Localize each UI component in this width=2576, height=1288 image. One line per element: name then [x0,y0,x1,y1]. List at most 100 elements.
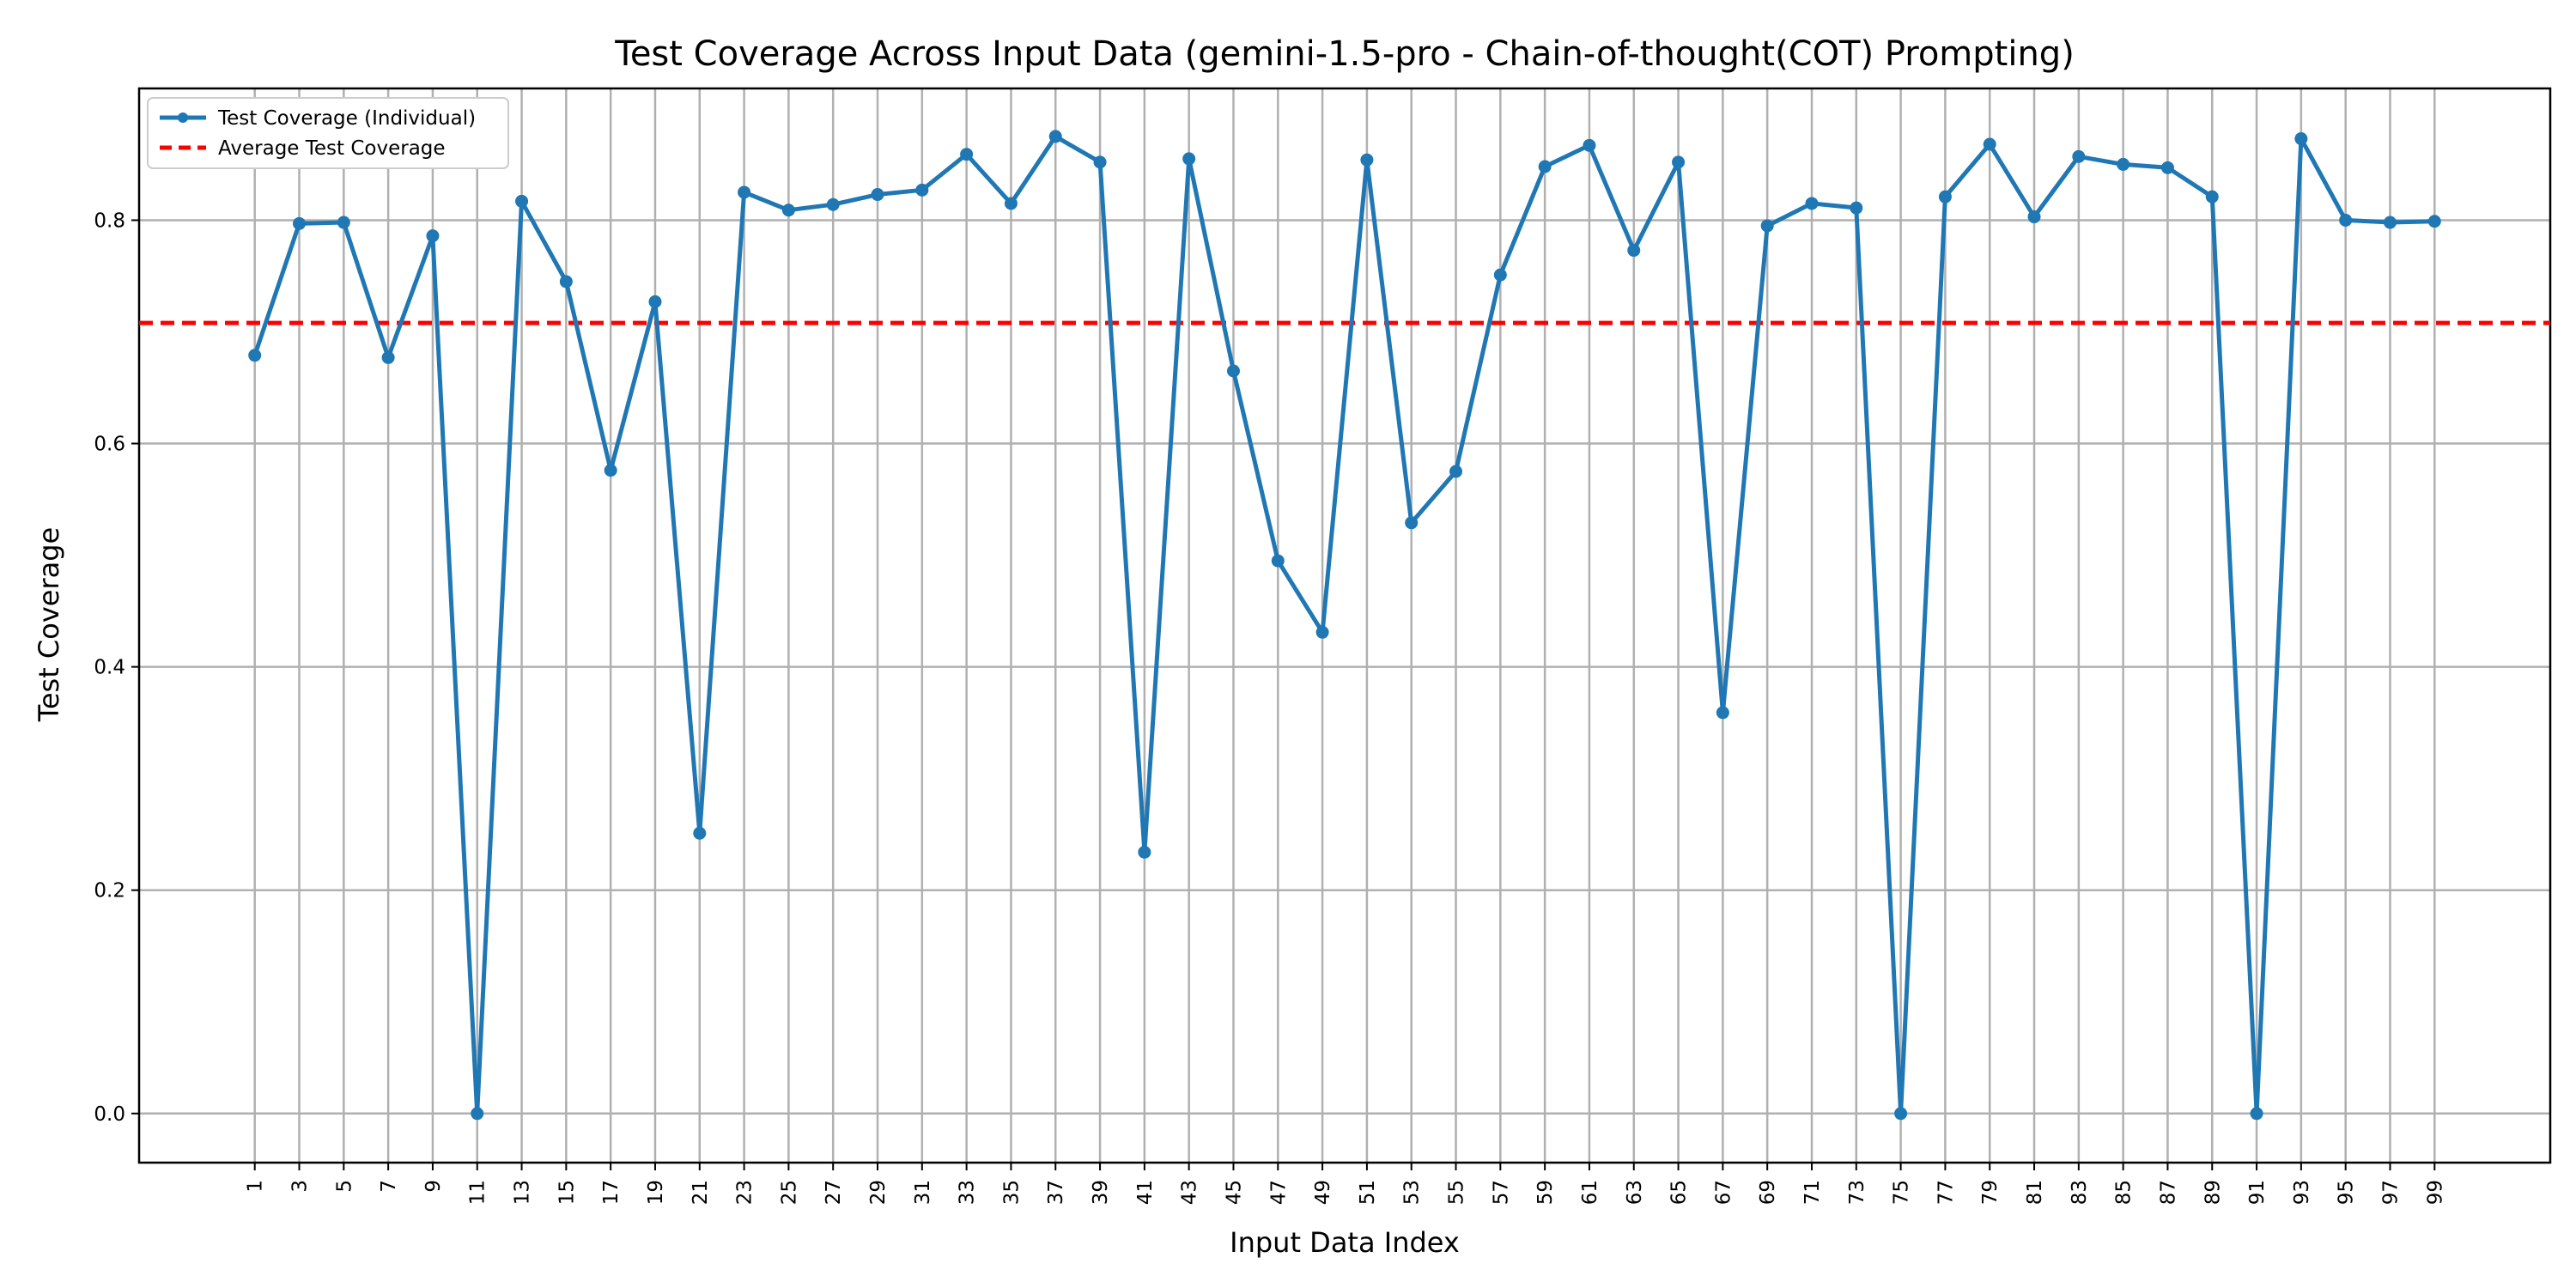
y-tick-label: 0.0 [94,1103,125,1126]
x-tick-label: 3 [289,1180,312,1193]
y-axis-label: Test Coverage [33,527,65,723]
data-point [1760,219,1774,233]
x-tick-label: 39 [1090,1180,1112,1205]
plot-frame [137,87,2552,1164]
data-point [1315,625,1329,639]
legend-box [147,97,509,169]
data-point [1938,190,1952,204]
x-tick-label: 95 [2336,1180,2358,1205]
data-point [1627,244,1641,258]
x-tick-label: 79 [1979,1180,2002,1205]
x-tick-label: 45 [1223,1180,1245,1205]
chart-title: Test Coverage Across Input Data (gemini-… [614,34,2075,74]
x-tick-label: 19 [645,1180,667,1205]
data-point [1226,364,1240,378]
x-tick-label: 25 [778,1180,800,1205]
x-tick-label: 69 [1757,1180,1779,1205]
data-point [2339,213,2353,227]
data-point [1093,155,1107,169]
data-point [2427,215,2441,228]
x-tick-label: 1 [245,1180,267,1193]
data-point [2117,157,2130,171]
x-tick-label: 17 [600,1180,623,1205]
x-tick-label: 57 [1490,1180,1512,1205]
x-tick-label: 37 [1045,1180,1067,1205]
data-point [871,188,884,202]
legend: Test Coverage (Individual) Average Test … [147,97,509,169]
x-tick-label: 85 [2113,1180,2136,1205]
data-point [2205,190,2219,204]
x-tick-label: 67 [1712,1180,1735,1205]
x-tick-label: 65 [1668,1180,1691,1205]
data-point [604,464,617,477]
data-point [1805,197,1819,210]
x-tick-label: 11 [467,1180,489,1205]
x-tick-label: 75 [1891,1180,1913,1205]
x-tick-label: 41 [1134,1180,1157,1205]
x-tick-label: 53 [1401,1180,1424,1205]
data-point [1138,845,1151,859]
x-tick-label: 31 [912,1180,934,1205]
data-point [1894,1107,1908,1121]
x-tick-label: 63 [1624,1180,1646,1205]
data-point [915,183,929,197]
x-tick-label: 71 [1801,1180,1824,1205]
x-tick-label: 61 [1579,1180,1601,1205]
data-point [337,216,350,229]
data-point [2072,149,2086,163]
y-tick-label: 0.6 [94,434,125,456]
data-point [248,349,262,362]
x-tick-label: 27 [823,1180,845,1205]
x-tick-label: 89 [2202,1180,2224,1205]
data-point [471,1107,484,1121]
legend-marker-individual [178,112,188,123]
x-tick-label: 87 [2157,1180,2179,1205]
data-point [1048,130,1062,143]
x-tick-label: 55 [1446,1180,1468,1205]
x-axis-label: Input Data Index [1230,1226,1460,1259]
data-point [781,204,795,217]
y-axis-ticks: 0.0 0.2 0.4 0.6 0.8 [94,210,139,1126]
x-tick-label: 49 [1312,1180,1334,1205]
data-point [1538,160,1552,173]
data-point [1983,137,1996,151]
y-tick-label: 0.4 [94,657,125,679]
data-point [426,229,440,243]
data-point [2294,132,2308,146]
series-layer [248,130,2441,1121]
data-point [2383,216,2397,229]
data-point [826,197,840,211]
data-point [1360,153,1374,167]
x-tick-label: 23 [734,1180,756,1205]
x-tick-label: 77 [1935,1180,1957,1205]
data-point [1583,138,1596,152]
data-point [559,275,573,289]
x-tick-label: 73 [1846,1180,1868,1205]
x-tick-label: 13 [512,1180,534,1205]
x-tick-label: 5 [333,1180,355,1193]
data-point [648,295,662,308]
x-tick-label: 91 [2246,1180,2269,1205]
x-tick-label: 35 [1000,1180,1023,1205]
x-axis-ticks: 1 3 5 7 9 11 13 15 17 19 21 23 25 27 29 31 33 35 37 39 41 43 4… [245,1163,2446,1205]
legend-label-individual: Test Coverage (Individual) [217,107,476,130]
data-point [515,194,529,208]
y-tick-label: 0.8 [94,210,125,232]
x-tick-label: 81 [2024,1180,2046,1205]
x-tick-label: 51 [1357,1180,1379,1205]
series-line-individual [252,134,2435,1116]
x-tick-label: 93 [2291,1180,2313,1205]
grid [139,88,2550,1163]
legend-label-average: Average Test Coverage [218,137,446,160]
x-tick-label: 99 [2424,1180,2446,1205]
data-point [1716,706,1729,720]
data-point [1493,268,1507,282]
data-point [293,216,307,230]
data-point [693,826,707,840]
data-point [960,148,974,161]
data-point [1449,465,1463,478]
data-point [2160,161,2174,174]
x-tick-label: 97 [2379,1180,2402,1205]
